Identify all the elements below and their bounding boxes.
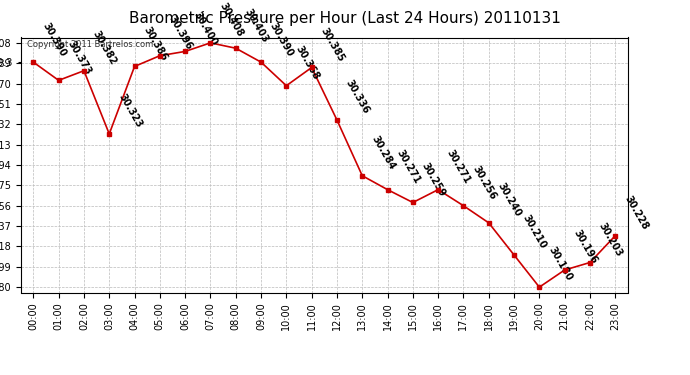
Text: 30.336: 30.336 bbox=[344, 78, 371, 116]
Text: 30.259: 30.259 bbox=[420, 161, 447, 198]
Text: 30.271: 30.271 bbox=[445, 148, 473, 186]
Text: 30.382: 30.382 bbox=[91, 29, 119, 66]
Text: 30.390: 30.390 bbox=[40, 21, 68, 58]
Text: 30.408: 30.408 bbox=[217, 1, 245, 39]
Text: 30.323: 30.323 bbox=[116, 92, 144, 130]
Text: 30.240: 30.240 bbox=[495, 181, 523, 219]
Text: 30.390: 30.390 bbox=[268, 21, 295, 58]
Text: 30.403: 30.403 bbox=[243, 7, 270, 44]
Text: 30.385: 30.385 bbox=[319, 26, 346, 63]
Text: 30.368: 30.368 bbox=[293, 44, 321, 81]
Text: 30.256: 30.256 bbox=[471, 164, 497, 201]
Text: 30.373: 30.373 bbox=[66, 39, 93, 76]
Text: 30.271: 30.271 bbox=[395, 148, 422, 186]
Text: 30.210: 30.210 bbox=[521, 213, 549, 251]
Text: 30.400: 30.400 bbox=[192, 10, 219, 47]
Text: 30.228: 30.228 bbox=[622, 194, 650, 231]
Text: 30.386: 30.386 bbox=[141, 25, 169, 62]
Text: 30.396: 30.396 bbox=[167, 14, 194, 51]
Text: Copyright 2011 Bartrelos.com: Copyright 2011 Bartrelos.com bbox=[27, 40, 153, 49]
Text: 30.284: 30.284 bbox=[369, 134, 397, 171]
Text: Barometric Pressure per Hour (Last 24 Hours) 20110131: Barometric Pressure per Hour (Last 24 Ho… bbox=[129, 11, 561, 26]
Text: 30.180: 30.180 bbox=[546, 245, 574, 283]
Text: 30.196: 30.196 bbox=[571, 228, 599, 266]
Text: 30.203: 30.203 bbox=[597, 221, 624, 258]
